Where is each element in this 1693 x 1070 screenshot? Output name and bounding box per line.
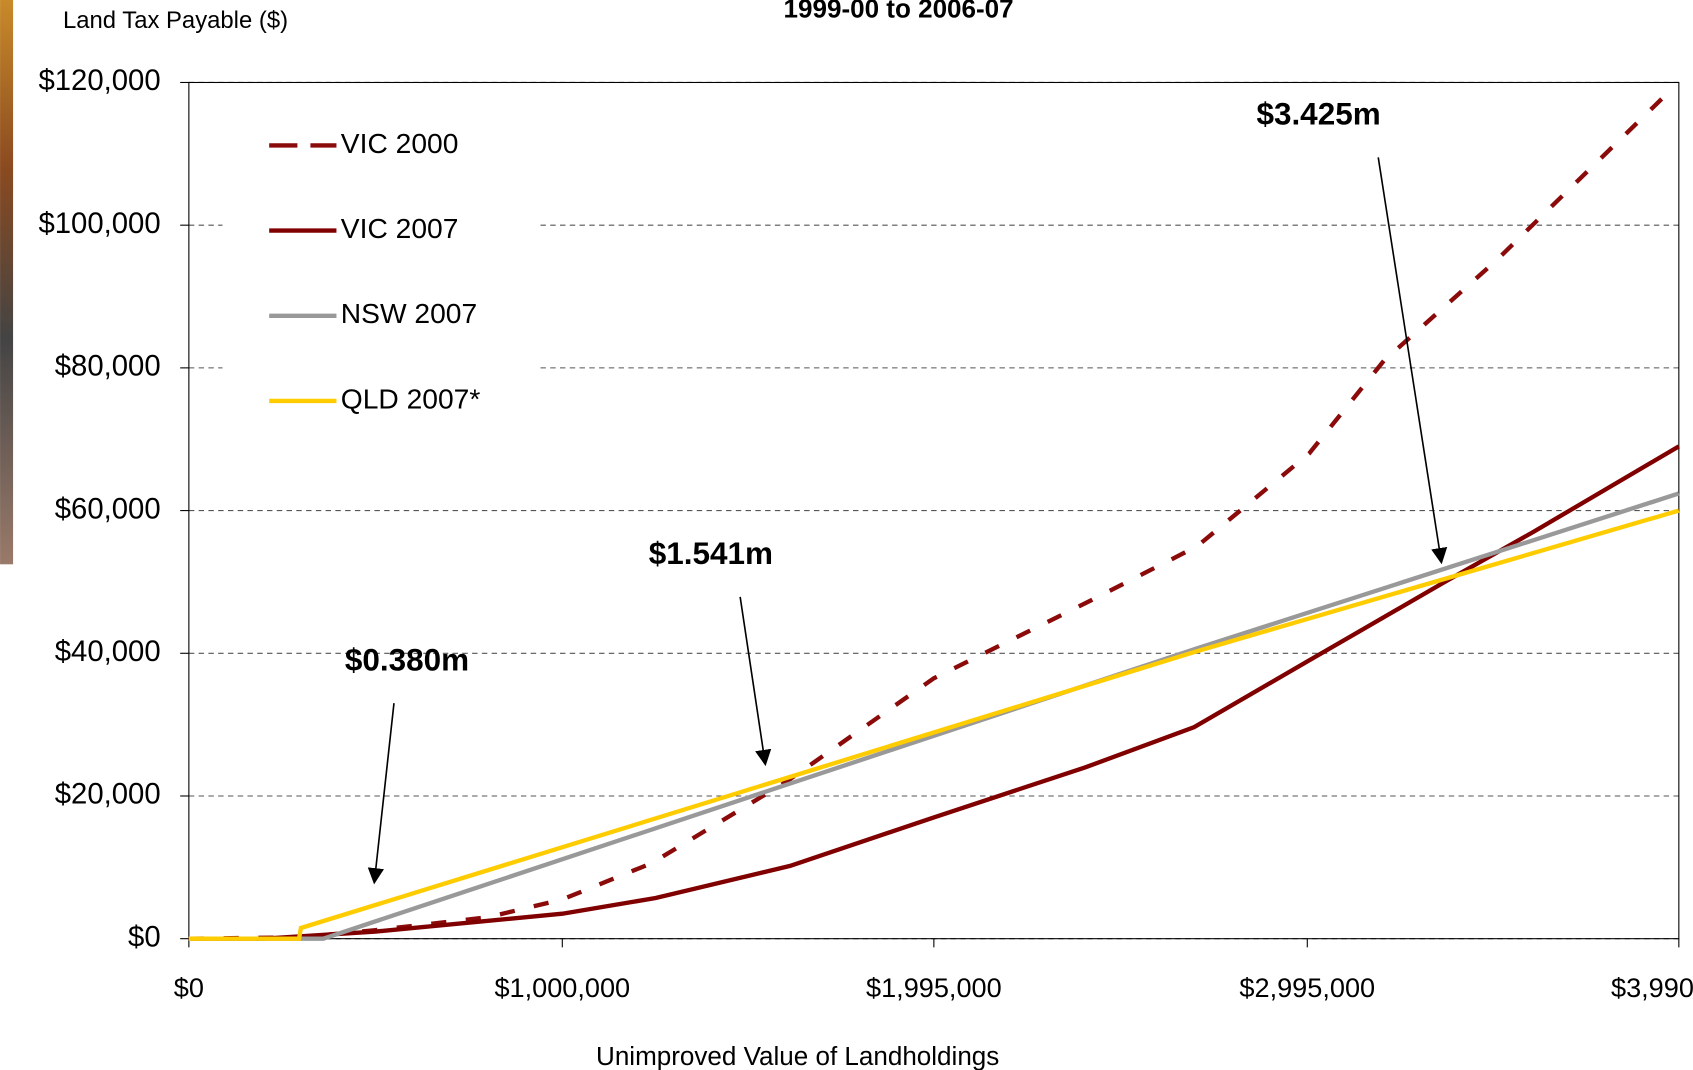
y-tick-label: $0 <box>128 920 161 953</box>
legend-background <box>222 108 540 435</box>
legend-label: VIC 2000 <box>341 127 459 159</box>
x-tick-label: $3,990,000 <box>1611 972 1693 1003</box>
y-tick-label: $80,000 <box>55 350 161 383</box>
decor-strip <box>0 0 14 565</box>
series-line <box>188 508 1680 941</box>
legend: VIC 2000 VIC 2007 NSW 2007 QLD 2007* <box>222 108 540 435</box>
y-tick-label: $60,000 <box>55 492 161 525</box>
annotation: $3.425m <box>1256 96 1380 131</box>
grid: $0 $20,000 $40,000 $60,000 $80,000 $100,000 $1… <box>38 64 1693 1003</box>
x-tick-label: $1,995,000 <box>866 972 1002 1003</box>
annotation-arrow <box>739 596 772 767</box>
x-tick-label: $1,000,000 <box>494 972 630 1003</box>
x-tick-label: $2,995,000 <box>1239 972 1375 1003</box>
legend-label: VIC 2007 <box>341 212 459 244</box>
series-line <box>188 444 1680 941</box>
y-tick-label: $100,000 <box>38 207 160 240</box>
plot-lines <box>188 95 1680 941</box>
legend-label: QLD 2007* <box>341 382 481 414</box>
annotations: $0.380m $1.541m $3.425m <box>345 96 1448 885</box>
annotation: $0.380m <box>345 642 469 677</box>
series-line <box>188 491 1680 941</box>
annotation-arrow <box>1377 157 1448 565</box>
x-tick-label: $0 <box>174 972 204 1003</box>
legend-label: NSW 2007 <box>341 297 477 329</box>
y-tick-label: $40,000 <box>55 635 161 668</box>
x-axis-label: Unimproved Value of Landholdings <box>596 1041 999 1070</box>
y-tick-label: $120,000 <box>38 64 160 97</box>
y-axis-label: Land Tax Payable ($) <box>63 7 288 34</box>
annotation: $1.541m <box>649 536 773 571</box>
chart-title: 1999-00 to 2006-07 <box>784 0 1014 24</box>
annotation-arrow <box>367 703 395 885</box>
y-tick-label: $20,000 <box>55 778 161 811</box>
